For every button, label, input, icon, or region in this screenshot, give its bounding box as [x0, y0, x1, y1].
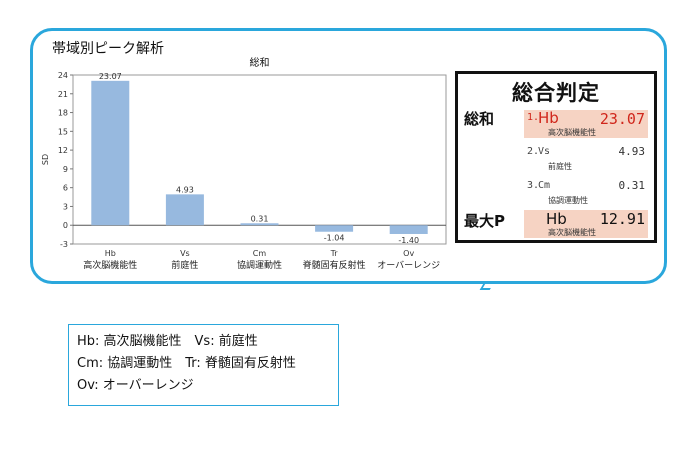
- y-tick-label-3: 15: [58, 127, 68, 136]
- legend-line-1: Hb: 高次脳機能性 Vs: 前庭性: [77, 334, 258, 349]
- rank-2-name: Vs: [538, 146, 551, 157]
- category-label-Hb: Hb: [105, 249, 116, 258]
- chart-title: 総和: [250, 56, 270, 69]
- legend-line-3: Ov: オーバーレンジ: [77, 378, 194, 393]
- max-peak-label: 最大P: [464, 212, 505, 230]
- rank-3-name: Cm: [538, 180, 551, 191]
- rank-2-number: 2.: [527, 146, 540, 157]
- category-label-Tr: Tr: [330, 249, 339, 258]
- bar-Tr: [315, 225, 354, 232]
- y-tick-label-4: 12: [58, 146, 68, 155]
- panel-title: 帯域別ピーク解析: [52, 41, 164, 57]
- rank-2-value: 4.93: [618, 145, 646, 158]
- rank-3-number: 3.: [527, 180, 540, 191]
- rank-3-row: 3. Cm 0.31 協調運動性: [524, 178, 648, 206]
- bar-Ov: [389, 225, 428, 234]
- judgement-title: 総合判定: [512, 81, 600, 105]
- y-tick-label-7: 3: [63, 202, 68, 211]
- category-desc-Hb: 高次脳機能性: [83, 259, 137, 271]
- bar-Vs: [165, 194, 204, 226]
- category-desc-Vs: 前庭性: [171, 259, 198, 271]
- y-tick-label-6: 6: [63, 184, 68, 193]
- max-peak-name: Hb: [546, 210, 567, 228]
- category-desc-Cm: 協調運動性: [237, 259, 282, 271]
- max-peak-value: 12.91: [599, 210, 645, 228]
- overall-judgement-box: 総合判定 総和 1. Hb 23.07 高次脳機能性 2. Vs 4.93 前庭…: [455, 71, 657, 243]
- y-tick-label-0: 24: [58, 71, 68, 80]
- y-tick-label-8: 0: [63, 221, 68, 230]
- max-peak-row: Hb 12.91 高次脳機能性: [524, 210, 648, 238]
- y-tick-label-9: -3: [60, 240, 68, 249]
- legend-line-2: Cm: 協調運動性 Tr: 脊髄固有反射性: [77, 356, 296, 371]
- y-tick-label-2: 18: [58, 109, 68, 118]
- bar-value-label-Ov: -1.40: [398, 236, 419, 245]
- bar-value-label-Cm: 0.31: [251, 214, 269, 223]
- bar-Hb: [91, 80, 130, 226]
- bar-value-label-Tr: -1.04: [324, 234, 345, 243]
- rank-1-number: 1.: [527, 112, 540, 123]
- abbreviation-legend: Hb: 高次脳機能性 Vs: 前庭性 Cm: 協調運動性 Tr: 脊髄固有反射性…: [68, 324, 339, 406]
- bar-Cm: [240, 223, 279, 226]
- plot-frame: [72, 74, 447, 245]
- category-label-Vs: Vs: [180, 249, 190, 258]
- sum-label: 総和: [464, 110, 495, 128]
- y-tick-label-1: 21: [58, 90, 68, 99]
- y-axis-label: SD: [41, 154, 50, 165]
- rank-3-value: 0.31: [618, 179, 646, 192]
- rank-1-name: Hb: [538, 109, 559, 127]
- rank-2-desc: 前庭性: [548, 162, 572, 171]
- rank-1-row: 1. Hb 23.07 高次脳機能性: [524, 109, 648, 138]
- bar-value-label-Hb: 23.07: [99, 72, 122, 81]
- rank-3-desc: 協調運動性: [548, 196, 588, 205]
- category-label-Cm: Cm: [253, 249, 267, 258]
- rank-2-row: 2. Vs 4.93 前庭性: [524, 144, 648, 172]
- category-desc-Ov: オーバーレンジ: [377, 260, 440, 271]
- rank-1-desc: 高次脳機能性: [548, 128, 596, 137]
- y-tick-label-5: 9: [63, 165, 68, 174]
- category-label-Ov: Ov: [403, 249, 414, 258]
- max-peak-desc: 高次脳機能性: [548, 228, 596, 237]
- bar-value-label-Vs: 4.93: [176, 185, 194, 194]
- category-desc-Tr: 脊髄固有反射性: [303, 259, 366, 271]
- rank-1-value: 23.07: [599, 110, 645, 128]
